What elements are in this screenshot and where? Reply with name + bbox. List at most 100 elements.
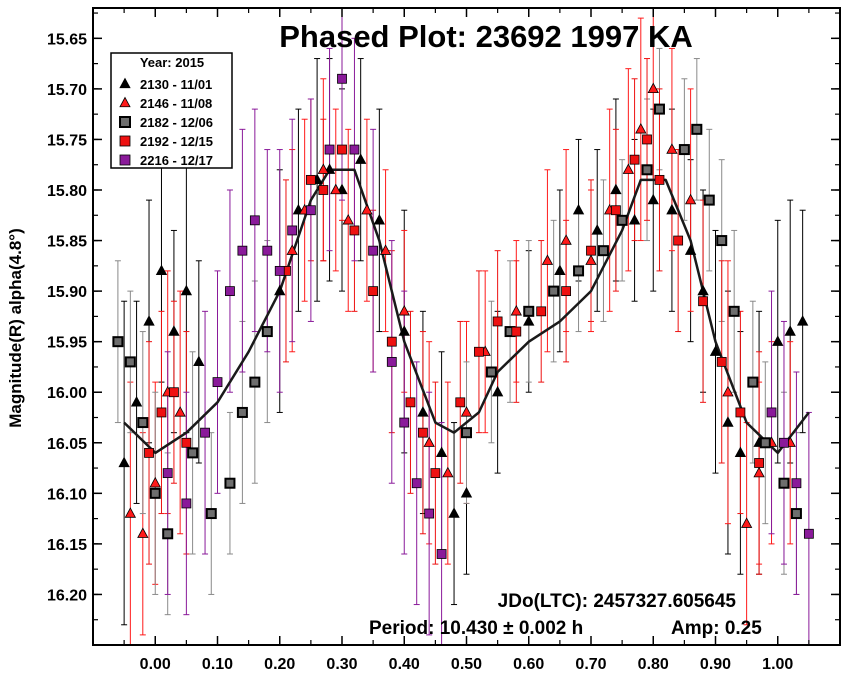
data-point-series-2 <box>225 479 234 488</box>
data-point-series-4 <box>263 246 272 255</box>
data-point-series-3 <box>655 175 664 184</box>
data-point-series-3 <box>674 236 683 245</box>
legend-marker <box>120 136 130 146</box>
data-point-series-3 <box>736 408 745 417</box>
y-tick-label: 16.05 <box>47 436 87 453</box>
data-point-series-4 <box>163 469 172 478</box>
data-point-series-4 <box>288 226 297 235</box>
x-tick-label: 0.50 <box>451 656 482 673</box>
data-point-series-3 <box>562 287 571 296</box>
y-tick-label: 16.10 <box>47 486 87 503</box>
legend-entry-label: 2192 - 12/15 <box>140 134 213 149</box>
data-point-series-2 <box>113 337 122 346</box>
data-point-series-2 <box>748 378 757 387</box>
data-point-series-2 <box>462 428 471 437</box>
x-tick-label: 0.00 <box>140 656 171 673</box>
data-point-series-3 <box>717 357 726 366</box>
data-point-series-2 <box>263 327 272 336</box>
data-point-series-2 <box>250 378 259 387</box>
phased-plot-chart: 0.00 0.10 0.20 0.30 0.40 0.50 0.60 0.70 0.80 0.90… <box>0 0 854 674</box>
data-point-series-2 <box>643 165 652 174</box>
data-point-series-4 <box>201 428 210 437</box>
legend-entry-label: 2146 - 11/08 <box>140 96 212 111</box>
data-point-series-3 <box>145 448 154 457</box>
data-point-series-4 <box>425 509 434 518</box>
legend-entry-label: 2216 - 12/17 <box>140 153 213 168</box>
data-point-series-2 <box>730 307 739 316</box>
x-tick-label: 1.00 <box>762 656 793 673</box>
legend-marker <box>120 117 130 127</box>
data-point-series-3 <box>369 287 378 296</box>
data-point-series-4 <box>238 246 247 255</box>
data-point-series-4 <box>804 529 813 538</box>
data-point-series-4 <box>325 145 334 154</box>
y-tick-label: 15.90 <box>47 284 87 301</box>
data-point-series-2 <box>792 509 801 518</box>
data-point-series-4 <box>250 216 259 225</box>
data-point-series-2 <box>574 266 583 275</box>
data-point-series-2 <box>188 448 197 457</box>
x-tick-label: 0.30 <box>326 656 357 673</box>
data-point-series-2 <box>151 489 160 498</box>
data-point-series-3 <box>431 469 440 478</box>
legend-title: Year: 2015 <box>140 55 204 70</box>
data-point-series-2 <box>549 287 558 296</box>
epoch-annotation: JDo(LTC): 2457327.605645 <box>498 591 737 612</box>
data-point-series-3 <box>611 206 620 215</box>
data-point-series-4 <box>437 550 446 559</box>
data-point-series-4 <box>350 145 359 154</box>
data-point-series-3 <box>350 226 359 235</box>
data-point-series-2 <box>655 105 664 114</box>
x-tick-label: 0.90 <box>700 656 731 673</box>
data-point-series-3 <box>643 135 652 144</box>
data-point-series-4 <box>792 479 801 488</box>
data-point-series-3 <box>699 297 708 306</box>
data-point-series-4 <box>182 499 191 508</box>
data-point-series-3 <box>587 246 596 255</box>
data-point-series-4 <box>767 408 776 417</box>
data-point-series-4 <box>387 357 396 366</box>
data-point-series-4 <box>213 378 222 387</box>
x-tick-label: 0.70 <box>575 656 606 673</box>
data-point-series-2 <box>524 307 533 316</box>
x-tick-label: 0.60 <box>513 656 544 673</box>
y-tick-label: 16.20 <box>47 587 87 604</box>
data-point-series-3 <box>319 186 328 195</box>
data-point-series-4 <box>779 438 788 447</box>
data-point-series-2 <box>138 418 147 427</box>
data-point-series-2 <box>618 216 627 225</box>
data-point-series-4 <box>400 418 409 427</box>
y-tick-label: 16.00 <box>47 385 87 402</box>
y-tick-label: 15.65 <box>47 31 87 48</box>
data-point-series-4 <box>369 246 378 255</box>
data-point-series-3 <box>387 337 396 346</box>
data-point-series-4 <box>306 206 315 215</box>
chart-title: Phased Plot: 23692 1997 KA <box>279 19 693 54</box>
data-point-series-3 <box>338 145 347 154</box>
x-tick-label: 0.10 <box>202 656 233 673</box>
legend-marker <box>120 155 130 165</box>
data-point-series-3 <box>306 175 315 184</box>
x-tick-label: 0.40 <box>389 656 420 673</box>
x-tick-label: 0.20 <box>264 656 295 673</box>
y-tick-label: 15.75 <box>47 132 87 149</box>
data-point-series-3 <box>630 155 639 164</box>
y-tick-label: 15.70 <box>47 82 87 99</box>
data-point-series-3 <box>406 398 415 407</box>
amplitude-annotation: Amp: 0.25 <box>671 618 762 639</box>
data-point-series-4 <box>338 74 347 83</box>
data-point-series-3 <box>755 459 764 468</box>
data-point-series-3 <box>456 398 465 407</box>
data-point-series-4 <box>275 266 284 275</box>
data-point-series-2 <box>680 145 689 154</box>
data-point-series-3 <box>169 388 178 397</box>
y-tick-label: 15.85 <box>47 234 87 251</box>
data-point-series-2 <box>599 246 608 255</box>
period-annotation: Period: 10.430 ± 0.002 h <box>369 618 583 639</box>
x-tick-label: 0.80 <box>638 656 669 673</box>
data-point-series-2 <box>487 368 496 377</box>
y-tick-label: 15.80 <box>47 183 87 200</box>
data-point-series-3 <box>537 307 546 316</box>
data-point-series-3 <box>182 438 191 447</box>
data-point-series-2 <box>717 236 726 245</box>
